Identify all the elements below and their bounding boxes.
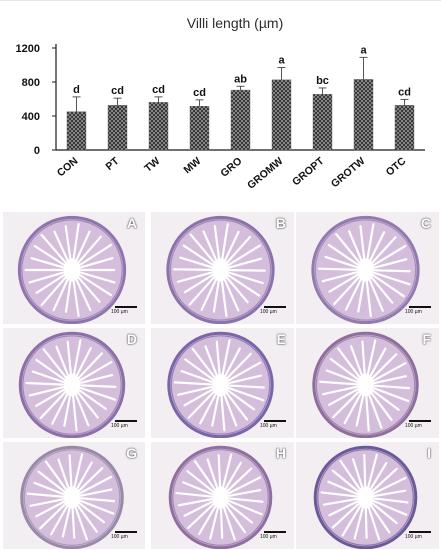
significance-letter-gromw: a xyxy=(278,55,285,67)
scale-bar-text: 100 µm xyxy=(260,534,277,540)
scale-bar-line xyxy=(409,531,431,533)
scale-bar-text: 100 µm xyxy=(260,309,277,315)
panel-label-d: D xyxy=(126,331,137,347)
villi-length-chart: Villi length (µm) 0 400 800 1200 d CON cd PT cd T… xyxy=(0,0,441,207)
scale-bar-text: 100 µm xyxy=(111,309,128,315)
histology-panel-b: B 100 µm xyxy=(151,212,294,324)
histology-panel-a: A 100 µm xyxy=(3,212,145,324)
scale-bar-text: 100 µm xyxy=(405,423,422,429)
intestine-cross-section-image xyxy=(167,331,274,438)
intestine-cross-section-image xyxy=(20,445,124,549)
x-tick-label-grotw: GROTW xyxy=(329,155,368,190)
scale-bar-line xyxy=(115,531,137,533)
significance-letter-mw: cd xyxy=(193,87,206,99)
y-tick-label: 0 xyxy=(34,145,40,157)
x-tick-label-mw: MW xyxy=(181,155,203,176)
scale-bar-text: 100 µm xyxy=(111,534,128,540)
bar-gro xyxy=(230,89,251,151)
scale-bar-line xyxy=(115,420,137,422)
y-tick-label: 400 xyxy=(22,111,40,123)
significance-letter-tw: cd xyxy=(152,84,165,96)
scale-bar-line xyxy=(264,306,286,308)
intestine-cross-section-image xyxy=(313,445,418,549)
scale-bar: 100 µm xyxy=(260,306,288,320)
bar-gromw xyxy=(271,79,292,151)
histology-panel-h: H 100 µm xyxy=(151,442,294,549)
significance-letter-gro: ab xyxy=(234,73,247,85)
histology-panel-e: E 100 µm xyxy=(151,328,294,438)
bar-mw xyxy=(189,106,210,151)
intestine-cross-section-image xyxy=(17,215,127,324)
histology-panel-f: F 100 µm xyxy=(296,328,439,438)
chart-title: Villi length (µm) xyxy=(187,15,284,31)
x-tick-label-tw: TW xyxy=(142,155,162,175)
histology-panel-d: D 100 µm xyxy=(3,328,145,438)
significance-letter-grotw: a xyxy=(360,44,367,56)
intestine-cross-section-image xyxy=(311,215,420,324)
x-tick-label-gropt: GROPT xyxy=(290,155,327,189)
scale-bar-line xyxy=(409,420,431,422)
histology-panel-c: C 100 µm xyxy=(296,212,439,324)
y-tick-label: 800 xyxy=(22,77,40,89)
scale-bar-text: 100 µm xyxy=(260,423,277,429)
scale-bar: 100 µm xyxy=(260,531,288,545)
intestine-cross-section-image xyxy=(166,215,275,324)
panel-label-g: G xyxy=(126,445,137,461)
panel-label-h: H xyxy=(275,445,286,461)
bar-otc xyxy=(394,105,415,151)
chart-canvas: Villi length (µm) 0 400 800 1200 d CON cd PT cd T… xyxy=(16,15,425,192)
scale-bar: 100 µm xyxy=(111,306,139,320)
significance-letter-con: d xyxy=(73,84,80,96)
x-tick-label-pt: PT xyxy=(103,155,121,173)
scale-bar: 100 µm xyxy=(111,531,139,545)
panel-label-b: B xyxy=(275,215,286,231)
panel-label-a: A xyxy=(126,215,137,231)
scale-bar: 100 µm xyxy=(260,420,288,434)
significance-letter-otc: cd xyxy=(398,86,411,98)
y-tick-label: 1200 xyxy=(16,43,40,55)
x-tick-label-con: CON xyxy=(55,155,81,179)
scale-bar-line xyxy=(409,306,431,308)
panel-label-e: E xyxy=(276,331,286,347)
scale-bar-text: 100 µm xyxy=(111,423,128,429)
scale-bar: 100 µm xyxy=(111,420,139,434)
histology-panel-g: G 100 µm xyxy=(3,442,145,549)
intestine-cross-section-image xyxy=(168,445,273,549)
scale-bar-text: 100 µm xyxy=(405,309,422,315)
significance-letter-pt: cd xyxy=(111,85,124,97)
bar-pt xyxy=(107,105,128,151)
bar-con xyxy=(66,111,87,151)
scale-bar-line xyxy=(264,531,286,533)
panel-label-c: C xyxy=(420,215,431,231)
scale-bar: 100 µm xyxy=(405,420,433,434)
significance-letter-gropt: bc xyxy=(316,75,329,87)
scale-bar: 100 µm xyxy=(405,531,433,545)
bar-gropt xyxy=(312,94,333,151)
intestine-cross-section-image xyxy=(18,331,126,438)
scale-bar-line xyxy=(264,420,286,422)
bar-grotw xyxy=(353,79,374,151)
bar-tw xyxy=(148,102,169,151)
scale-bar: 100 µm xyxy=(405,306,433,320)
intestine-cross-section-image xyxy=(312,331,419,438)
scale-bar-line xyxy=(115,306,137,308)
scale-bar-text: 100 µm xyxy=(405,534,422,540)
x-tick-label-otc: OTC xyxy=(384,155,409,179)
panel-label-i: I xyxy=(427,445,431,461)
histology-panel-i: I 100 µm xyxy=(296,442,439,549)
panel-label-f: F xyxy=(422,331,431,347)
x-tick-label-gro: GRO xyxy=(218,155,244,180)
x-tick-label-gromw: GROMW xyxy=(245,155,285,192)
